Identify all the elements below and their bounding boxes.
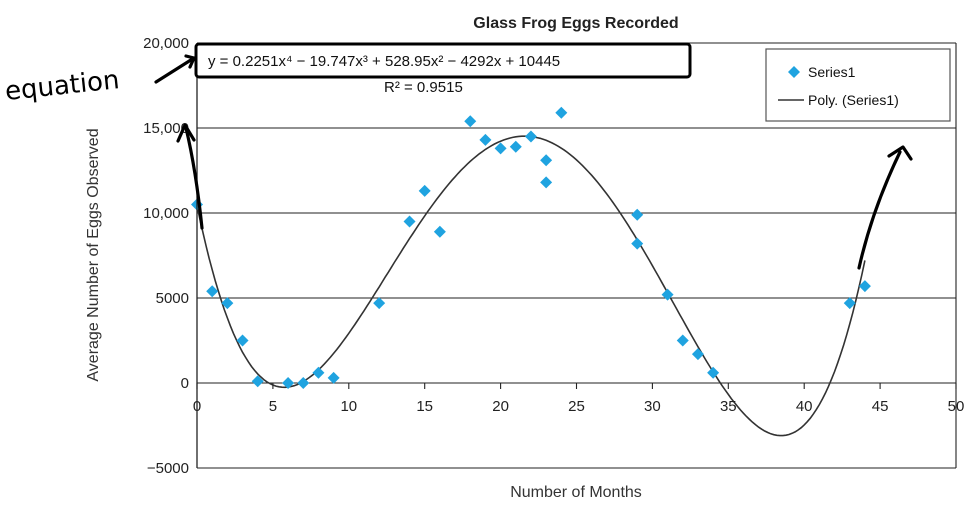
- data-point: [403, 215, 416, 228]
- data-point: [312, 366, 325, 379]
- equation-box: y = 0.2251x⁴ − 19.747x³ + 528.95x² − 429…: [194, 42, 692, 96]
- data-point: [631, 208, 644, 221]
- x-tick-label: 30: [644, 398, 661, 415]
- y-tick-label: 10,000: [143, 205, 189, 222]
- data-point: [707, 366, 720, 379]
- arrow-head-2: [176, 123, 196, 143]
- data-point: [418, 184, 431, 197]
- y-tick-label: −5000: [147, 460, 189, 477]
- x-tick-label: 25: [568, 398, 585, 415]
- legend-series1-label: Series1: [808, 64, 856, 80]
- r-squared: R² = 0.9515: [384, 79, 463, 96]
- x-tick-label: 35: [720, 398, 737, 415]
- arrow-up-left: [184, 126, 204, 230]
- legend-trendline-label: Poly. (Series1): [808, 92, 899, 108]
- data-point: [464, 115, 477, 128]
- trendline-layer: [196, 135, 866, 437]
- data-point: [843, 297, 856, 310]
- x-axis-label: Number of Months: [510, 484, 642, 501]
- data-point: [858, 280, 871, 293]
- data-point: [236, 334, 249, 347]
- trendline-equation: y = 0.2251x⁴ − 19.747x³ + 528.95x² − 429…: [208, 53, 560, 70]
- data-point: [479, 133, 492, 146]
- chart-title: Glass Frog Eggs Recorded: [473, 15, 678, 32]
- axes: −5000 0 5000 10,000 15,000 20,000 0 5 10 15 20 25 30…: [143, 35, 964, 477]
- data-point: [327, 371, 340, 384]
- data-point: [433, 225, 446, 238]
- data-point: [524, 130, 537, 143]
- data-point: [540, 176, 553, 189]
- data-points: [191, 106, 871, 389]
- y-tick-label: 15,000: [143, 120, 189, 137]
- legend-frame: [765, 48, 951, 122]
- data-point: [540, 154, 553, 167]
- data-point: [297, 377, 310, 389]
- x-tick-label: 15: [416, 398, 433, 415]
- x-tick-label: 40: [796, 398, 813, 415]
- arrow-head-1: [184, 54, 196, 69]
- x-tick-label: 0: [193, 398, 201, 415]
- y-tick-label: 5000: [156, 290, 189, 307]
- data-point: [631, 237, 644, 250]
- x-tick-label: 45: [872, 398, 889, 415]
- y-tick-label: 20,000: [143, 35, 189, 52]
- equation-highlight-box: [194, 42, 692, 79]
- data-point: [661, 288, 674, 301]
- data-point: [691, 348, 704, 361]
- trendline-curve: [196, 135, 866, 437]
- arrow-to-equation: [154, 56, 196, 84]
- data-point: [494, 142, 507, 155]
- y-tick-label: 0: [181, 375, 189, 392]
- x-tick-label: 20: [492, 398, 509, 415]
- data-point: [509, 140, 522, 153]
- x-tick-label: 50: [948, 398, 965, 415]
- data-point: [282, 377, 295, 389]
- x-tick-label: 10: [340, 398, 357, 415]
- arrow-head-3: [887, 145, 913, 161]
- data-point: [555, 106, 568, 119]
- data-point: [373, 297, 386, 310]
- legend-diamond-icon: [788, 66, 800, 78]
- x-tick-label: 5: [269, 398, 277, 415]
- data-point: [251, 375, 264, 388]
- legend: Series1 Poly. (Series1): [765, 48, 951, 122]
- arrow-up-right: [857, 150, 902, 270]
- data-point: [206, 285, 219, 298]
- data-point: [221, 297, 234, 310]
- handwritten-note: equation: [4, 65, 121, 107]
- data-point: [676, 334, 689, 347]
- y-axis-label-group: Average Number of Eggs Observed: [85, 128, 102, 381]
- y-axis-label: Average Number of Eggs Observed: [85, 128, 102, 381]
